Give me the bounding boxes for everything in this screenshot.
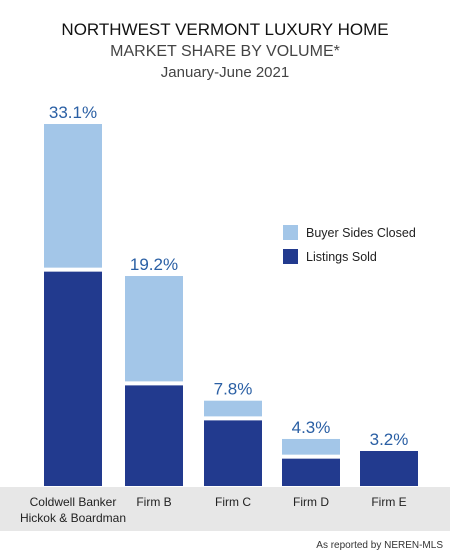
data-label-2: 7.8%	[214, 380, 253, 399]
category-label-line: Firm D	[293, 495, 329, 509]
data-label-0: 33.1%	[49, 103, 97, 122]
data-label-4: 3.2%	[370, 430, 409, 449]
category-label-1: Firm B	[136, 495, 171, 509]
category-label-2: Firm C	[215, 495, 251, 509]
bar-buyer-sides-0	[44, 124, 102, 268]
category-label-3: Firm D	[293, 495, 329, 509]
chart-subtitle: MARKET SHARE BY VOLUME*	[110, 43, 340, 60]
bar-listings-sold-1	[125, 385, 183, 486]
category-label-line: Hickok & Boardman	[20, 511, 126, 525]
legend-swatch-buyer-sides	[283, 225, 298, 240]
legend-label-listings-sold: Listings Sold	[306, 250, 377, 264]
data-label-3: 4.3%	[292, 418, 331, 437]
category-label-line: Firm E	[371, 495, 406, 509]
category-label-group: Coldwell Banker Hickok & Boardman Firm B Fi…	[20, 495, 407, 525]
bar-listings-sold-2	[204, 420, 262, 486]
data-label-group: 33.1% 19.2% 7.8% 4.3% 3.2%	[49, 103, 408, 449]
category-axis-band	[0, 487, 450, 531]
legend: Buyer Sides Closed Listings Sold	[283, 225, 416, 264]
legend-label-buyer-sides: Buyer Sides Closed	[306, 226, 416, 240]
category-label-4: Firm E	[371, 495, 406, 509]
bar-buyer-sides-3	[282, 438, 340, 455]
bar-listings-sold-3	[282, 458, 340, 486]
bar-buyer-sides-2	[204, 400, 262, 417]
bar-listings-sold-0	[44, 271, 102, 486]
category-label-0: Coldwell Banker Hickok & Boardman	[20, 495, 126, 525]
data-label-1: 19.2%	[130, 255, 178, 274]
bar-listings-sold-4	[360, 451, 418, 486]
legend-swatch-listings-sold	[283, 249, 298, 264]
bar-group	[44, 124, 418, 486]
category-label-line: Coldwell Banker	[30, 495, 117, 509]
category-label-line: Firm C	[215, 495, 251, 509]
source-note: As reported by NEREN-MLS	[316, 540, 443, 551]
bar-buyer-sides-1	[125, 276, 183, 382]
chart-title: NORTHWEST VERMONT LUXURY HOME	[61, 20, 388, 39]
category-label-line: Firm B	[136, 495, 171, 509]
chart-period: January-June 2021	[161, 64, 289, 81]
